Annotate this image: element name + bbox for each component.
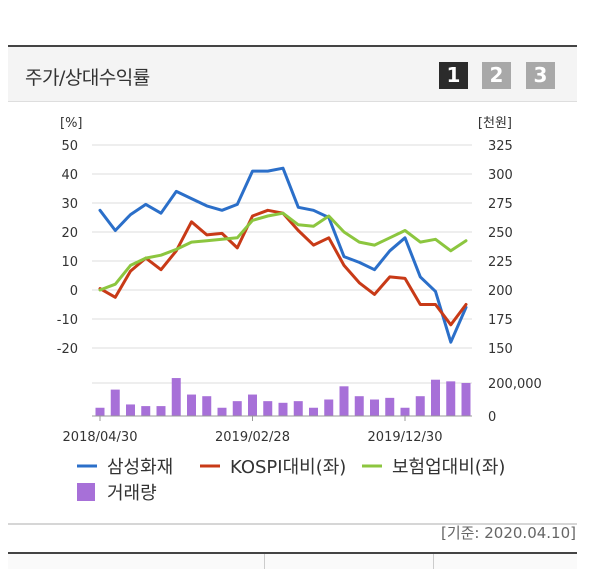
x-tick-label: 2019/12/30 bbox=[368, 430, 443, 445]
right-tick-label: 150 bbox=[488, 342, 513, 357]
page-1-button[interactable]: 1 bbox=[439, 62, 468, 89]
right-tick-label: 225 bbox=[488, 255, 513, 270]
right-tick-label: 200 bbox=[488, 284, 513, 299]
date-stamp: [기준: 2020.04.10] bbox=[440, 524, 576, 542]
x-tick-label: 2018/04/30 bbox=[63, 430, 138, 445]
volume-bar bbox=[263, 401, 273, 416]
volume-bar bbox=[232, 401, 242, 416]
legend-swatch bbox=[77, 483, 95, 501]
volume-bar bbox=[217, 407, 227, 416]
volume-bar bbox=[156, 406, 166, 416]
volume-tick-label: 0 bbox=[488, 410, 496, 425]
volume-bar bbox=[202, 396, 212, 416]
page-3-button[interactable]: 3 bbox=[526, 62, 555, 89]
left-tick-label: 20 bbox=[61, 226, 78, 241]
page-2-button[interactable]: 2 bbox=[482, 62, 511, 89]
chart-panel: 주가/상대수익률 1 2 3 bbox=[8, 45, 577, 525]
left-tick-label: 10 bbox=[61, 255, 78, 270]
bottom-table-header bbox=[8, 552, 577, 569]
right-axis-unit: [천원] bbox=[478, 116, 512, 131]
volume-bar bbox=[110, 389, 120, 416]
volume-bar bbox=[293, 401, 303, 416]
right-tick-label: 300 bbox=[488, 168, 513, 183]
volume-bar bbox=[339, 386, 349, 416]
left-tick-label: -10 bbox=[57, 313, 78, 328]
legend-label: KOSPI대비(좌) bbox=[230, 457, 346, 478]
left-tick-label: 40 bbox=[61, 168, 78, 183]
volume-bar bbox=[309, 407, 318, 416]
legend-label: 거래량 bbox=[107, 483, 157, 504]
volume-bar bbox=[248, 394, 257, 416]
volume-bar bbox=[415, 396, 425, 416]
right-tick-label: 250 bbox=[488, 226, 513, 241]
volume-bar bbox=[278, 402, 288, 416]
left-tick-label: 30 bbox=[61, 197, 78, 212]
volume-bar bbox=[400, 407, 410, 416]
volume-bar bbox=[461, 383, 471, 416]
volume-bar bbox=[324, 399, 334, 416]
series-line bbox=[98, 208, 468, 327]
right-tick-label: 175 bbox=[488, 313, 513, 328]
volume-bar bbox=[141, 406, 151, 416]
left-tick-label: 50 bbox=[61, 139, 78, 154]
left-tick-label: -20 bbox=[57, 342, 78, 357]
series-line bbox=[98, 211, 468, 292]
stock-chart: [%] [천원] 50 40 30 20 10 0 -10 -20 325 300 275 250 225 2… bbox=[57, 116, 542, 504]
volume-bar bbox=[370, 399, 379, 416]
volume-bar bbox=[385, 397, 395, 416]
legend-label: 보험업대비(좌) bbox=[392, 457, 505, 478]
legend-label: 삼성화재 bbox=[107, 457, 173, 478]
volume-bar bbox=[446, 381, 456, 416]
volume-tick-label: 200,000 bbox=[488, 377, 542, 392]
volume-bar bbox=[171, 378, 181, 416]
volume-bar bbox=[126, 404, 135, 416]
volume-bar bbox=[431, 379, 440, 416]
left-tick-label: 0 bbox=[70, 284, 78, 299]
left-axis-unit: [%] bbox=[60, 116, 83, 131]
volume-bar bbox=[95, 407, 105, 416]
panel-title: 주가/상대수익률 bbox=[25, 67, 150, 89]
panel-header: 주가/상대수익률 1 2 3 bbox=[8, 47, 577, 102]
volume-bar bbox=[354, 396, 364, 416]
x-tick-label: 2019/02/28 bbox=[215, 430, 290, 445]
series-line bbox=[98, 166, 468, 344]
volume-bar bbox=[187, 394, 196, 416]
right-tick-label: 325 bbox=[488, 139, 513, 154]
right-tick-label: 275 bbox=[488, 197, 513, 212]
